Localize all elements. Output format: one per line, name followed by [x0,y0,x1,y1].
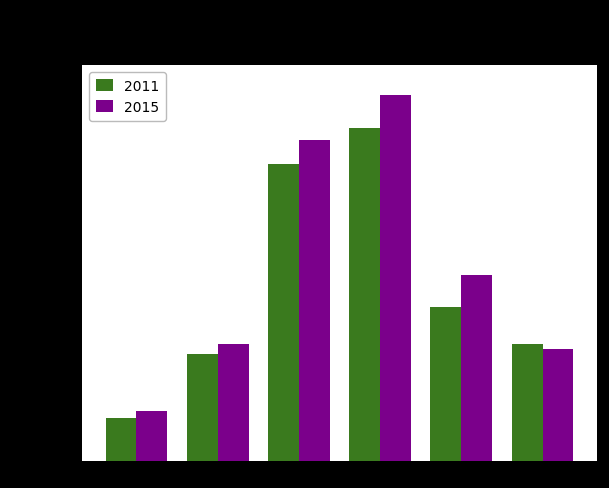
Bar [431,307,462,461]
Bar [299,141,329,461]
Bar [543,349,574,461]
Bar [136,411,167,461]
Bar [187,354,217,461]
Bar [512,344,543,461]
Bar [462,275,492,461]
Bar [217,344,248,461]
Legend: 2011, 2015: 2011, 2015 [89,73,166,122]
Bar [380,96,411,461]
Bar [350,129,380,461]
Bar [105,418,136,461]
Bar [268,164,299,461]
